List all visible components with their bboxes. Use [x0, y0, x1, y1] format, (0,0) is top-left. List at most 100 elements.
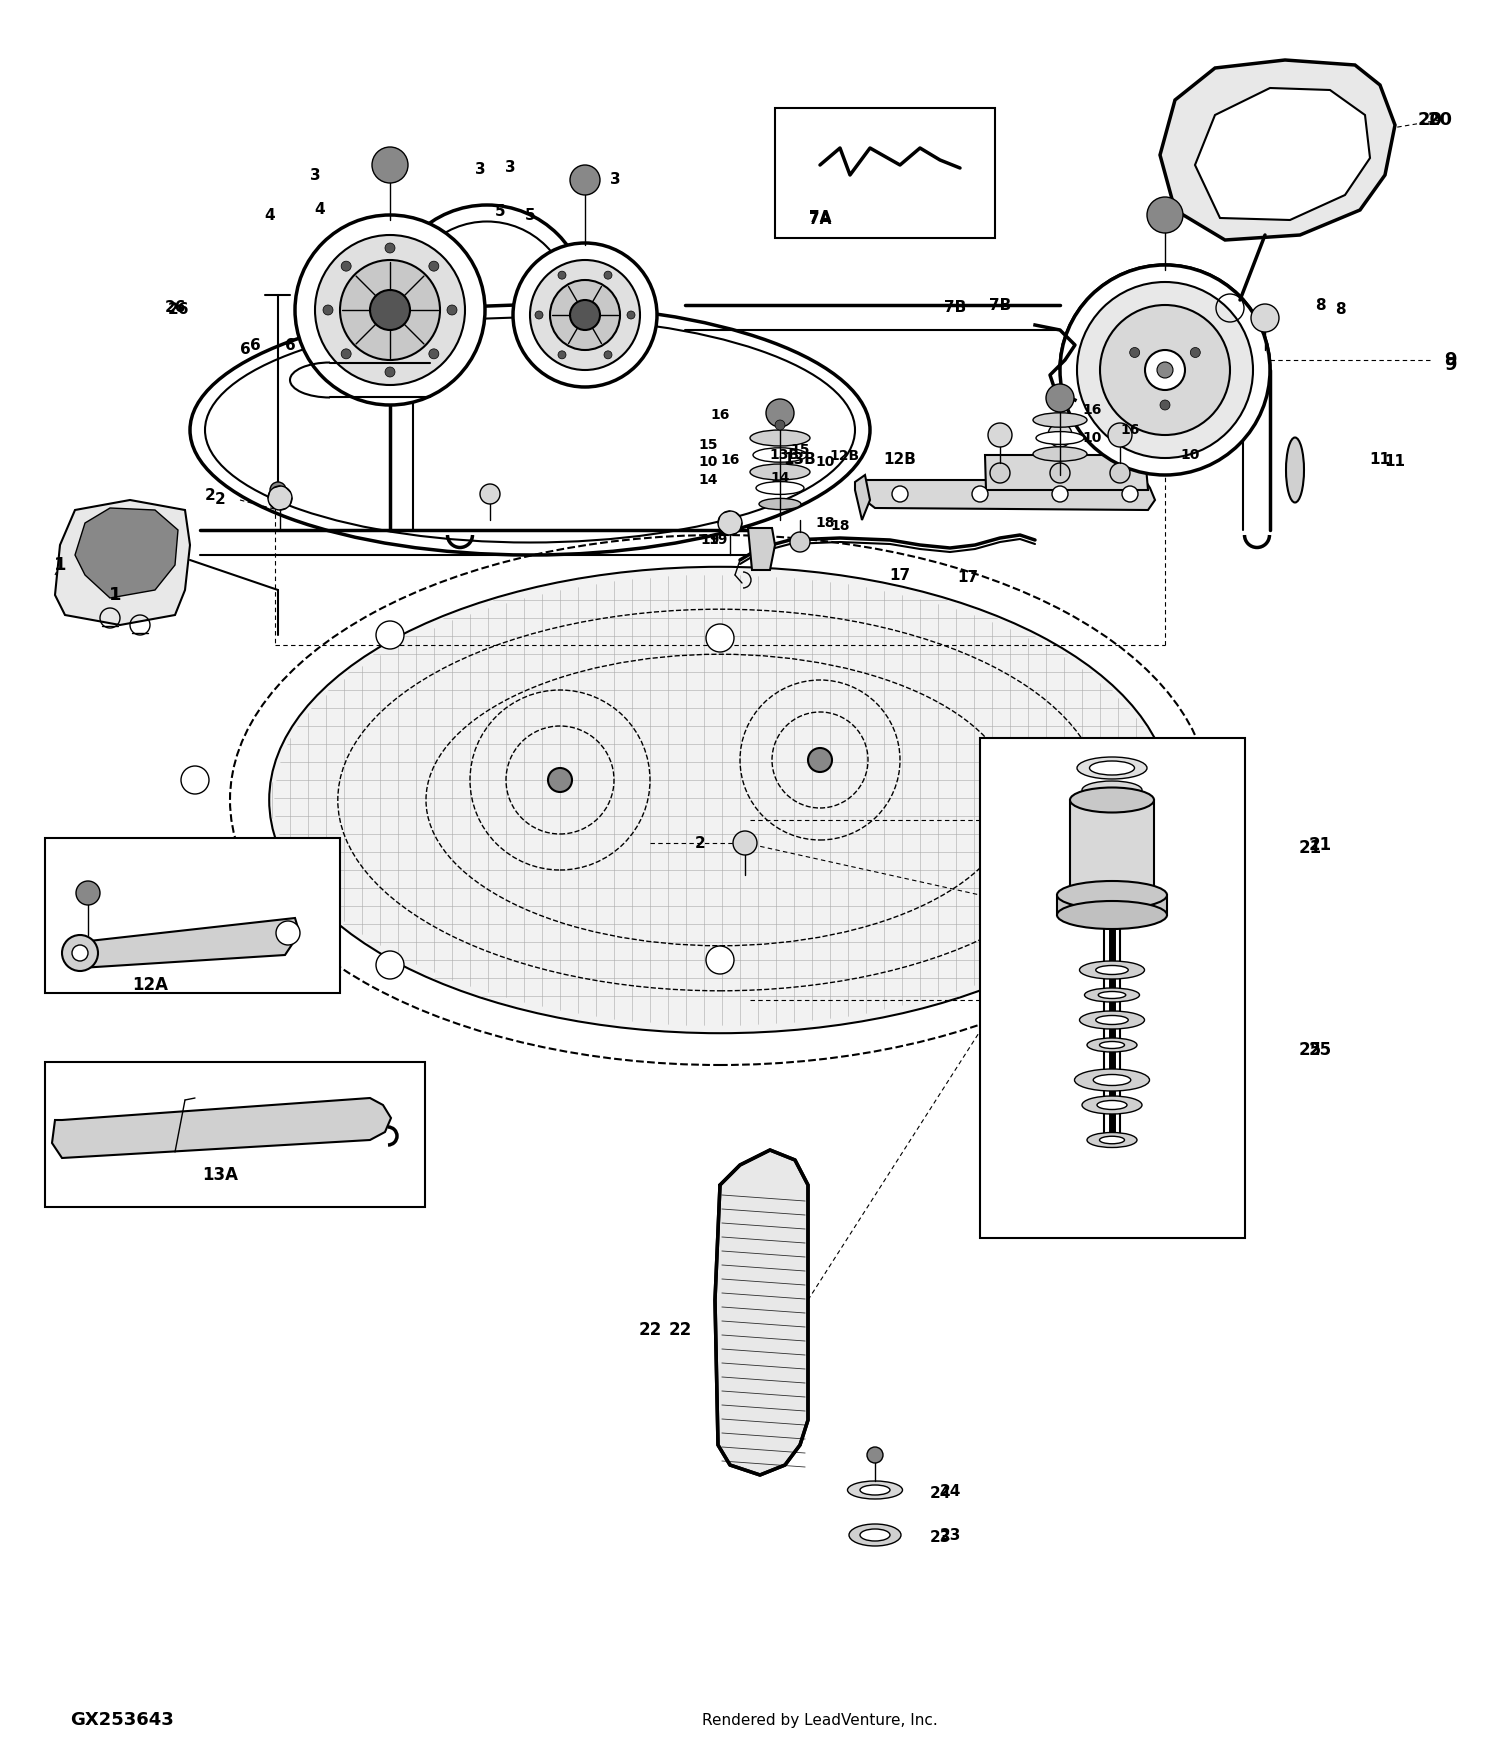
Circle shape: [480, 485, 500, 504]
Text: 6: 6: [240, 343, 250, 357]
Circle shape: [990, 464, 1010, 483]
Text: 12B: 12B: [830, 450, 860, 464]
Text: 21: 21: [1308, 836, 1332, 854]
Ellipse shape: [750, 464, 810, 480]
Text: 15: 15: [698, 438, 717, 452]
Text: 25: 25: [1299, 1041, 1322, 1059]
Text: LEADVENTURE: LEADVENTURE: [454, 866, 1046, 934]
Circle shape: [706, 947, 734, 975]
Ellipse shape: [1058, 901, 1167, 929]
Text: 16: 16: [1120, 424, 1140, 438]
Text: GX253643: GX253643: [70, 1712, 174, 1729]
Circle shape: [1156, 362, 1173, 378]
Circle shape: [376, 950, 404, 978]
Text: 10: 10: [1180, 448, 1200, 462]
Circle shape: [550, 280, 620, 350]
Ellipse shape: [1074, 1069, 1149, 1090]
Ellipse shape: [1096, 1101, 1126, 1110]
Text: 9: 9: [1443, 352, 1456, 369]
Circle shape: [182, 766, 209, 794]
Polygon shape: [1196, 88, 1370, 220]
Ellipse shape: [1036, 432, 1084, 444]
Bar: [45, 1062, 424, 1208]
Polygon shape: [53, 1097, 392, 1158]
Text: 3: 3: [309, 168, 321, 182]
Circle shape: [270, 481, 286, 499]
Polygon shape: [1160, 60, 1395, 240]
Ellipse shape: [1098, 992, 1125, 999]
Polygon shape: [859, 480, 1155, 509]
Ellipse shape: [1084, 989, 1140, 1003]
Polygon shape: [716, 1150, 809, 1475]
Circle shape: [972, 487, 988, 502]
Ellipse shape: [1095, 966, 1128, 975]
Circle shape: [1048, 424, 1072, 446]
Ellipse shape: [849, 1524, 901, 1545]
Ellipse shape: [1095, 1015, 1128, 1024]
Ellipse shape: [1070, 887, 1154, 912]
Text: 1: 1: [110, 586, 122, 604]
Circle shape: [276, 920, 300, 945]
Circle shape: [530, 261, 640, 369]
Bar: [776, 108, 994, 238]
Circle shape: [340, 261, 439, 360]
Text: 8: 8: [1314, 298, 1326, 313]
Circle shape: [376, 621, 404, 649]
Circle shape: [1160, 401, 1170, 410]
Circle shape: [790, 532, 810, 551]
Ellipse shape: [1070, 788, 1154, 812]
Text: Rendered by LeadVenture, Inc.: Rendered by LeadVenture, Inc.: [702, 1713, 938, 1727]
Text: 4: 4: [264, 208, 276, 222]
Text: 21: 21: [1299, 838, 1322, 858]
Polygon shape: [855, 474, 870, 520]
Text: 13B: 13B: [770, 448, 800, 462]
Circle shape: [1046, 383, 1074, 411]
Text: 22: 22: [639, 1321, 662, 1339]
Text: 7B: 7B: [988, 298, 1011, 313]
Circle shape: [558, 271, 566, 280]
Ellipse shape: [759, 499, 801, 509]
Circle shape: [892, 487, 908, 502]
Bar: [980, 738, 1245, 1237]
Bar: [45, 838, 340, 992]
Ellipse shape: [753, 448, 807, 462]
Polygon shape: [1070, 800, 1154, 900]
Polygon shape: [1058, 894, 1167, 915]
Text: 15: 15: [790, 443, 810, 457]
Circle shape: [1060, 264, 1270, 474]
Text: 2: 2: [214, 492, 225, 508]
Ellipse shape: [1082, 780, 1142, 800]
Text: 11: 11: [1384, 455, 1406, 469]
Ellipse shape: [1088, 1038, 1137, 1052]
Circle shape: [1052, 487, 1068, 502]
Text: 20: 20: [1418, 110, 1443, 130]
Text: 25: 25: [1308, 1041, 1332, 1059]
Text: 10: 10: [816, 455, 834, 469]
Text: 5: 5: [495, 205, 506, 219]
Text: 13B: 13B: [783, 453, 816, 467]
Text: 24: 24: [930, 1486, 951, 1500]
Text: 16: 16: [711, 408, 729, 422]
Circle shape: [548, 768, 572, 793]
Text: 19: 19: [700, 534, 720, 548]
Ellipse shape: [206, 317, 855, 542]
Text: 5: 5: [525, 208, 536, 222]
Text: 13A: 13A: [202, 1166, 238, 1185]
Circle shape: [1191, 348, 1200, 357]
Text: 7B: 7B: [944, 301, 966, 315]
Circle shape: [536, 312, 543, 318]
Text: 12B: 12B: [884, 453, 916, 467]
Polygon shape: [748, 528, 776, 570]
Circle shape: [1122, 487, 1138, 502]
Circle shape: [1144, 350, 1185, 390]
Text: 16: 16: [720, 453, 740, 467]
Text: 19: 19: [708, 534, 728, 548]
Circle shape: [867, 1447, 883, 1463]
Circle shape: [447, 304, 458, 315]
Circle shape: [1130, 348, 1140, 357]
Ellipse shape: [268, 567, 1172, 1032]
Circle shape: [734, 831, 758, 856]
Text: 14: 14: [698, 473, 717, 487]
Ellipse shape: [1089, 761, 1134, 775]
Circle shape: [1036, 766, 1064, 794]
